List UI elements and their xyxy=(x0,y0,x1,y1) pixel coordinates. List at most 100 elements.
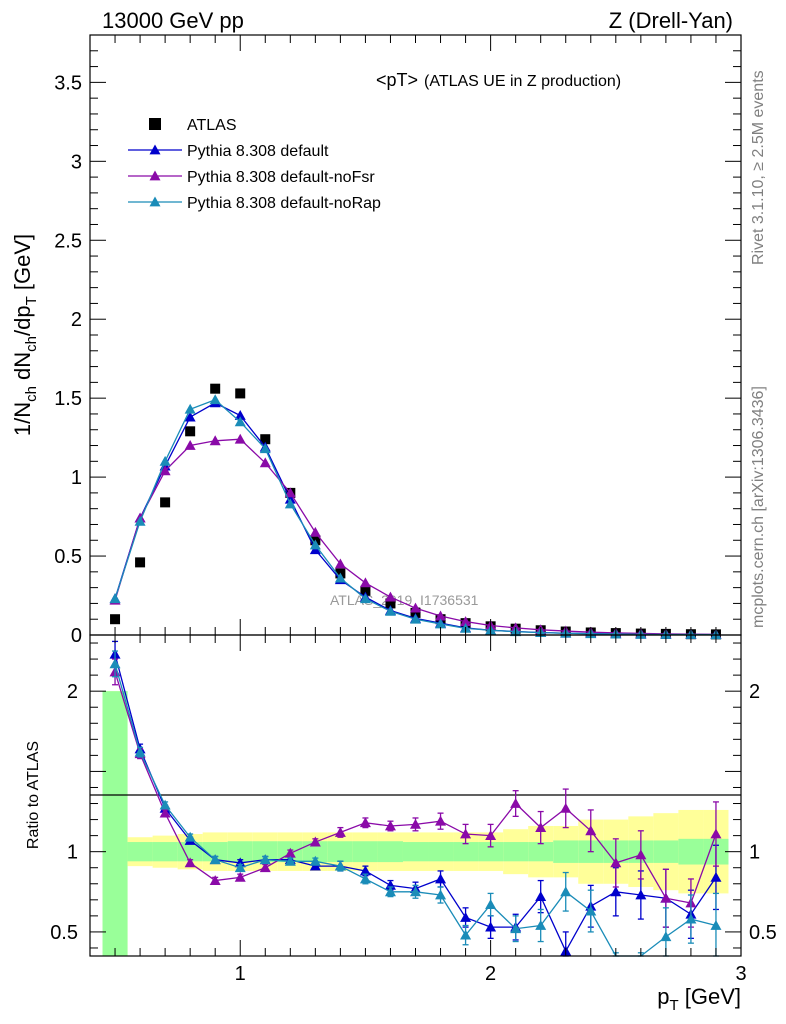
plot-title-main: <pT> xyxy=(376,70,418,90)
series-marker xyxy=(109,593,121,604)
x-tick-label: 2 xyxy=(485,963,496,985)
legend-label: Pythia 8.308 default-noFsr xyxy=(187,169,375,186)
series-marker xyxy=(309,526,321,537)
y-tick-label: 2 xyxy=(71,309,82,331)
stat-uncertainty-band xyxy=(102,691,128,956)
y-tick-label: 0.5 xyxy=(54,546,82,568)
series-marker xyxy=(384,605,396,616)
legend-marker-atlas xyxy=(149,118,161,130)
legend-marker xyxy=(149,170,161,181)
mcplots-label: mcplots.cern.ch [arXiv:1306.3436] xyxy=(750,386,767,628)
data-point-atlas xyxy=(135,557,146,568)
ratio-y-axis-label: Ratio to ATLAS xyxy=(25,741,42,849)
ratio-line xyxy=(114,663,717,957)
series-marker xyxy=(159,465,171,476)
stat-uncertainty-band xyxy=(653,840,679,863)
stat-uncertainty-band xyxy=(678,838,704,865)
data-point-atlas xyxy=(160,497,171,508)
x-tick-label: 1 xyxy=(235,963,246,985)
ratio-marker xyxy=(109,658,121,669)
main-panel: ATLAS_2019_I1736531 0 0.5 1 1.5 2 2.5 3 3.5 <pT… xyxy=(10,34,742,647)
plot-title-sub: (ATLAS UE in Z production) xyxy=(424,73,621,90)
stat-uncertainty-band xyxy=(152,842,178,862)
ratio-panel: 1 2 30.5 0.51 12 2 Ratio to ATLAS pT [GeV] xyxy=(25,634,777,1014)
stat-uncertainty-band xyxy=(377,841,403,863)
series-marker xyxy=(384,591,396,602)
ratio-y-tick-label-right: 0.5 xyxy=(749,922,777,944)
ratio-y-tick-label-right: 2 xyxy=(749,681,760,703)
series-marker xyxy=(184,403,196,414)
ratio-marker xyxy=(710,828,722,839)
series-marker xyxy=(184,440,196,450)
series-marker xyxy=(435,610,447,621)
main-y-axis-label: 1/Nch dNch/dpT [GeV] xyxy=(10,234,40,436)
data-point-atlas xyxy=(110,614,121,625)
stat-uncertainty-band xyxy=(227,841,253,863)
watermark: ATLAS_2019_I1736531 xyxy=(330,592,479,608)
legend: ATLAS Pythia 8.308 default Pythia 8.308 de… xyxy=(128,117,381,212)
series-marker xyxy=(284,498,296,509)
ratio-y-tick-label: 1 xyxy=(67,842,78,864)
series-marker xyxy=(234,410,246,420)
stat-uncertainty-band xyxy=(302,841,328,863)
ratio-line xyxy=(114,671,717,904)
x-tick-label: 3 xyxy=(735,963,746,985)
ratio-axis-ticks: 1 2 30.5 0.51 12 2 xyxy=(50,635,777,985)
stat-uncertainty-band xyxy=(453,842,479,862)
y-tick-label: 3 xyxy=(71,151,82,173)
y-tick-label: 1.5 xyxy=(54,388,82,410)
series-marker xyxy=(460,616,472,626)
main-axis-ticks: 0 0.5 1 1.5 2 2.5 3 3.5 xyxy=(54,34,742,647)
series-marker xyxy=(209,394,221,405)
stat-uncertainty-band xyxy=(553,840,579,863)
legend-marker xyxy=(149,144,161,155)
series-marker xyxy=(410,602,421,613)
series-marker xyxy=(184,411,196,422)
legend-marker xyxy=(149,196,161,207)
data-point-atlas xyxy=(185,426,196,437)
series-marker xyxy=(234,416,246,427)
stat-uncertainty-band xyxy=(503,842,529,862)
ratio-series-layer xyxy=(109,640,722,957)
series-marker xyxy=(134,515,146,526)
y-tick-label: 1 xyxy=(71,467,82,489)
header-left: 13000 GeV pp xyxy=(102,8,244,33)
series-marker xyxy=(209,435,221,446)
legend-label: ATLAS xyxy=(187,117,237,134)
y-tick-label: 3.5 xyxy=(54,72,82,94)
stat-uncertainty-band xyxy=(327,841,353,863)
data-point-atlas xyxy=(410,607,421,618)
data-point-atlas xyxy=(385,598,396,609)
ratio-line xyxy=(114,654,717,953)
stat-uncertainty-band xyxy=(352,841,378,863)
legend-label: Pythia 8.308 default xyxy=(187,143,329,160)
series-marker xyxy=(309,539,321,550)
series-marker xyxy=(259,457,271,468)
series-marker xyxy=(359,577,371,588)
stat-uncertainty-band xyxy=(252,841,278,863)
x-axis-text: pT [GeV] xyxy=(657,984,741,1014)
data-point-atlas xyxy=(260,434,271,445)
series-marker xyxy=(359,593,371,604)
series-marker xyxy=(334,572,346,583)
ratio-bands xyxy=(102,691,729,956)
series-marker xyxy=(435,618,447,629)
series-marker xyxy=(259,443,271,454)
series-marker xyxy=(159,455,171,466)
stat-uncertainty-band xyxy=(428,842,454,862)
stat-uncertainty-band xyxy=(478,842,504,862)
legend-label: Pythia 8.308 default-noRap xyxy=(187,195,381,212)
series-marker xyxy=(284,487,296,498)
ratio-y-tick-label: 0.5 xyxy=(50,922,78,944)
stat-uncertainty-band xyxy=(202,842,228,862)
stat-uncertainty-band xyxy=(177,842,203,862)
stat-uncertainty-band xyxy=(127,842,153,862)
y-tick-label: 0 xyxy=(71,625,82,647)
series-marker xyxy=(234,433,246,444)
data-point-atlas xyxy=(235,388,246,399)
series-marker xyxy=(410,613,421,624)
data-point-atlas xyxy=(210,383,221,394)
ratio-marker xyxy=(710,871,722,882)
ratio-y-tick-label-right: 1 xyxy=(749,842,760,864)
